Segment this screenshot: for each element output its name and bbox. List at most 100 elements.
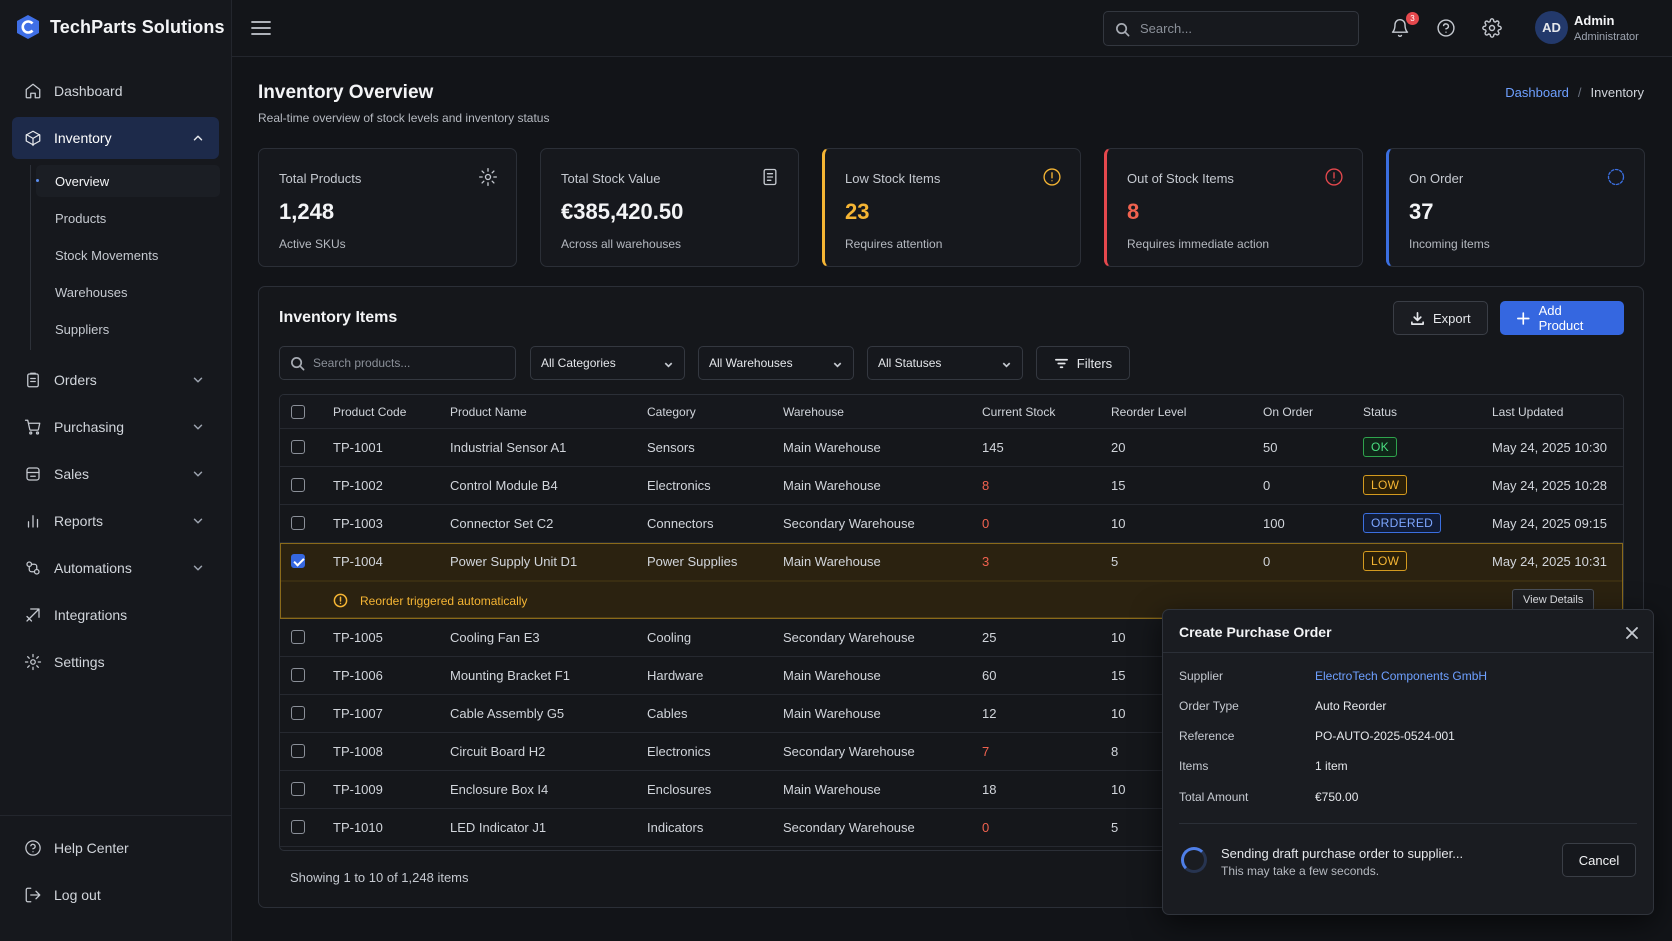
column-header[interactable]: Reorder Level	[1111, 405, 1187, 419]
filters-button[interactable]: Filters	[1036, 346, 1130, 380]
row-checkbox[interactable]	[291, 820, 305, 834]
chevron-down-icon	[193, 518, 203, 524]
cell-category: Power Supplies	[647, 554, 738, 569]
table-row[interactable]: TP-1005 Cooling Fan E3 Cooling Secondary Wa…	[280, 619, 1623, 657]
subnav-item-stock-movements[interactable]: Stock Movements	[36, 239, 220, 271]
sidebar: TechParts Solutions Dashboard Inventory Or…	[0, 0, 232, 941]
chevron-down-icon	[193, 424, 203, 430]
add-product-button[interactable]: Add Product	[1500, 301, 1624, 335]
sending-status-detail: This may take a few seconds.	[1221, 864, 1380, 878]
table-row[interactable]: TP-1002 Control Module B4 Electronics Main …	[280, 467, 1623, 505]
cell-stock: 0	[982, 820, 990, 835]
dialog-close-button[interactable]	[1625, 626, 1639, 640]
sidebar-item-label: Orders	[54, 372, 97, 388]
status-select[interactable]: All Statuses	[867, 346, 1023, 380]
subnav-item-products[interactable]: Products	[36, 202, 220, 234]
stat-card-low-stock-items[interactable]: Low Stock Items 23 Requires attention	[822, 148, 1081, 267]
global-search-input[interactable]: Search...	[1103, 11, 1359, 46]
view-details-button[interactable]: View Details	[1512, 589, 1595, 611]
column-header[interactable]: Product Name	[450, 405, 527, 419]
sidebar-item-settings[interactable]: Settings	[12, 641, 219, 683]
breadcrumb-dashboard-link[interactable]: Dashboard	[1505, 85, 1569, 100]
table-row[interactable]: TP-1004 Power Supply Unit D1 Power Supplie…	[280, 543, 1623, 581]
table-row[interactable]: TP-1010 LED Indicator J1 Indicators Seconda…	[280, 809, 1623, 847]
warehouse-select[interactable]: All Warehouses	[698, 346, 854, 380]
row-checkbox[interactable]	[291, 630, 305, 644]
notifications-button[interactable]	[1390, 18, 1410, 38]
sidebar-item-log-out[interactable]: Log out	[12, 874, 219, 916]
dialog-divider	[1179, 823, 1637, 824]
column-header[interactable]: Current Stock	[982, 405, 1056, 419]
avatar[interactable]: AD	[1535, 11, 1568, 44]
cell-warehouse: Secondary Warehouse	[783, 744, 915, 759]
sidebar-item-reports[interactable]: Reports	[12, 500, 219, 542]
subnav-item-warehouses[interactable]: Warehouses	[36, 276, 220, 308]
select-all-checkbox[interactable]	[291, 405, 305, 419]
column-header[interactable]: Last Updated	[1492, 405, 1564, 419]
stat-label: Total Stock Value	[561, 171, 661, 186]
sidebar-item-inventory[interactable]: Inventory	[12, 117, 219, 159]
help-button[interactable]	[1436, 18, 1456, 38]
category-select[interactable]: All Categories	[530, 346, 685, 380]
row-checkbox[interactable]	[291, 478, 305, 492]
sidebar-item-help-center[interactable]: Help Center	[12, 827, 219, 869]
status-badge: LOW	[1363, 551, 1408, 571]
row-checkbox[interactable]	[291, 554, 305, 568]
warehouse-select-value: All Warehouses	[709, 356, 793, 370]
sidebar-item-automations[interactable]: Automations	[12, 547, 219, 589]
brand-logo-icon	[17, 15, 39, 39]
table-row[interactable]: TP-1001 Industrial Sensor A1 Sensors Main W…	[280, 429, 1623, 467]
table-row[interactable]: TP-1003 Connector Set C2 Connectors Seconda…	[280, 505, 1623, 543]
sidebar-item-sales[interactable]: Sales	[12, 453, 219, 495]
column-header[interactable]: Status	[1363, 405, 1398, 419]
cell-category: Cables	[647, 706, 688, 721]
export-button[interactable]: Export	[1393, 301, 1488, 335]
user-name[interactable]: Admin	[1574, 13, 1615, 28]
cell-name: Connector Set C2	[450, 516, 554, 531]
stat-caption: Active SKUs	[279, 237, 346, 251]
column-header[interactable]: Product Code	[333, 405, 407, 419]
stat-card-total-products[interactable]: Total Products 1,248 Active SKUs	[258, 148, 517, 267]
menu-toggle-button[interactable]	[250, 18, 272, 38]
close-icon	[1626, 627, 1638, 639]
cell-name: Cooling Fan E3	[450, 630, 540, 645]
inventory-title: Inventory Items	[279, 309, 398, 326]
table-row[interactable]: TP-1007 Cable Assembly G5 Cables Main Wareh…	[280, 695, 1623, 733]
row-checkbox[interactable]	[291, 668, 305, 682]
row-checkbox[interactable]	[291, 782, 305, 796]
chevron-down-icon	[193, 565, 203, 571]
stat-card-out-of-stock-items[interactable]: Out of Stock Items 8 Requires immediate ac…	[1104, 148, 1363, 267]
brand[interactable]: TechParts Solutions	[16, 14, 225, 40]
cell-reorder: 8	[1111, 744, 1119, 759]
sidebar-item-orders[interactable]: Orders	[12, 359, 219, 401]
stat-card-on-order[interactable]: On Order 37 Incoming items	[1386, 148, 1645, 267]
sidebar-item-dashboard[interactable]: Dashboard	[12, 70, 219, 112]
gear-icon	[24, 653, 42, 671]
table-row[interactable]: TP-1006 Mounting Bracket F1 Hardware Main W…	[280, 657, 1623, 695]
subnav-item-suppliers[interactable]: Suppliers	[36, 313, 220, 345]
product-search-input[interactable]: Search products...	[279, 346, 516, 380]
row-checkbox[interactable]	[291, 706, 305, 720]
cancel-button[interactable]: Cancel	[1562, 843, 1636, 877]
column-header[interactable]: Warehouse	[783, 405, 844, 419]
subnav-item-overview[interactable]: Overview	[36, 165, 220, 197]
stat-card-total-stock-value[interactable]: Total Stock Value €385,420.50 Across all w…	[540, 148, 799, 267]
column-header[interactable]: On Order	[1263, 405, 1314, 419]
sidebar-item-integrations[interactable]: Integrations	[12, 594, 219, 636]
cell-code: TP-1007	[333, 706, 383, 721]
settings-button[interactable]	[1482, 18, 1502, 38]
cell-warehouse: Secondary Warehouse	[783, 820, 915, 835]
row-checkbox[interactable]	[291, 440, 305, 454]
topbar: Search... 3 AD Admin Administrator	[232, 0, 1672, 57]
field-value[interactable]: ElectroTech Components GmbH	[1315, 669, 1488, 683]
stat-caption: Across all warehouses	[561, 237, 682, 251]
stat-value: 37	[1409, 199, 1434, 224]
row-checkbox[interactable]	[291, 744, 305, 758]
sidebar-item-purchasing[interactable]: Purchasing	[12, 406, 219, 448]
sales-icon	[26, 467, 40, 481]
row-checkbox[interactable]	[291, 516, 305, 530]
search-icon	[291, 357, 305, 371]
table-row[interactable]: TP-1008 Circuit Board H2 Electronics Second…	[280, 733, 1623, 771]
column-header[interactable]: Category	[647, 405, 696, 419]
table-row[interactable]: TP-1009 Enclosure Box I4 Enclosures Main Wa…	[280, 771, 1623, 809]
